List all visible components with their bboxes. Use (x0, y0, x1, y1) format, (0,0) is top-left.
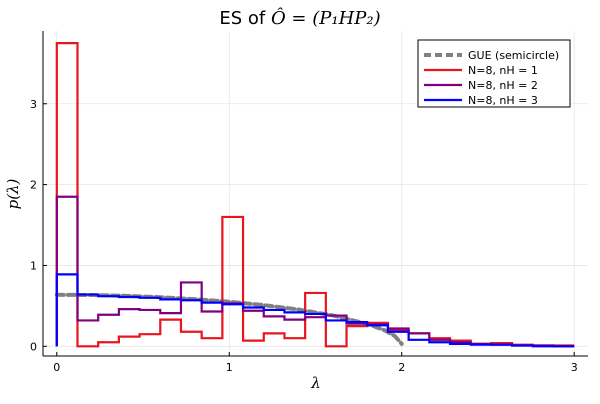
chart-title-prefix: ES of (219, 8, 271, 29)
chart-title-math: Ô = (P₁HP₂) (271, 6, 381, 29)
x-tick-label: 0 (53, 361, 60, 374)
x-axis-label: λ (310, 374, 321, 392)
y-tick-label: 0 (30, 340, 37, 353)
legend-label-2: N=8, nH = 1 (468, 64, 538, 77)
x-tick-label: 1 (226, 361, 233, 374)
y-tick-label: 3 (30, 98, 37, 111)
legend-box (417, 39, 571, 108)
legend-entries: GUE (semicircle) N=8, nH = 1 N=8, nH = 2 N=… (424, 49, 559, 107)
series-curve-1 (54, 292, 404, 346)
legend: GUE (semicircle) N=8, nH = 1 N=8, nH = 2 N=… (417, 39, 571, 108)
chart-title: ES of Ô = (P₁HP₂) (219, 6, 380, 29)
legend-label-4: N=8, nH = 3 (468, 94, 538, 107)
y-tick-label: 1 (30, 259, 37, 272)
legend-label-1: GUE (semicircle) (468, 49, 559, 62)
legend-label-3: N=8, nH = 2 (468, 79, 538, 92)
series-line-4 (55, 273, 575, 348)
ticks-layer: 0 1 2 3 0 1 2 3 (30, 98, 578, 374)
grid-layer (43, 31, 588, 356)
series-line-3 (55, 195, 575, 348)
y-axis-label: p(λ) (4, 178, 22, 209)
axes-layer (42, 31, 588, 357)
series-layer (54, 42, 575, 348)
x-tick-label: 3 (571, 361, 578, 374)
y-tick-label: 2 (30, 179, 37, 192)
x-tick-label: 2 (398, 361, 405, 374)
